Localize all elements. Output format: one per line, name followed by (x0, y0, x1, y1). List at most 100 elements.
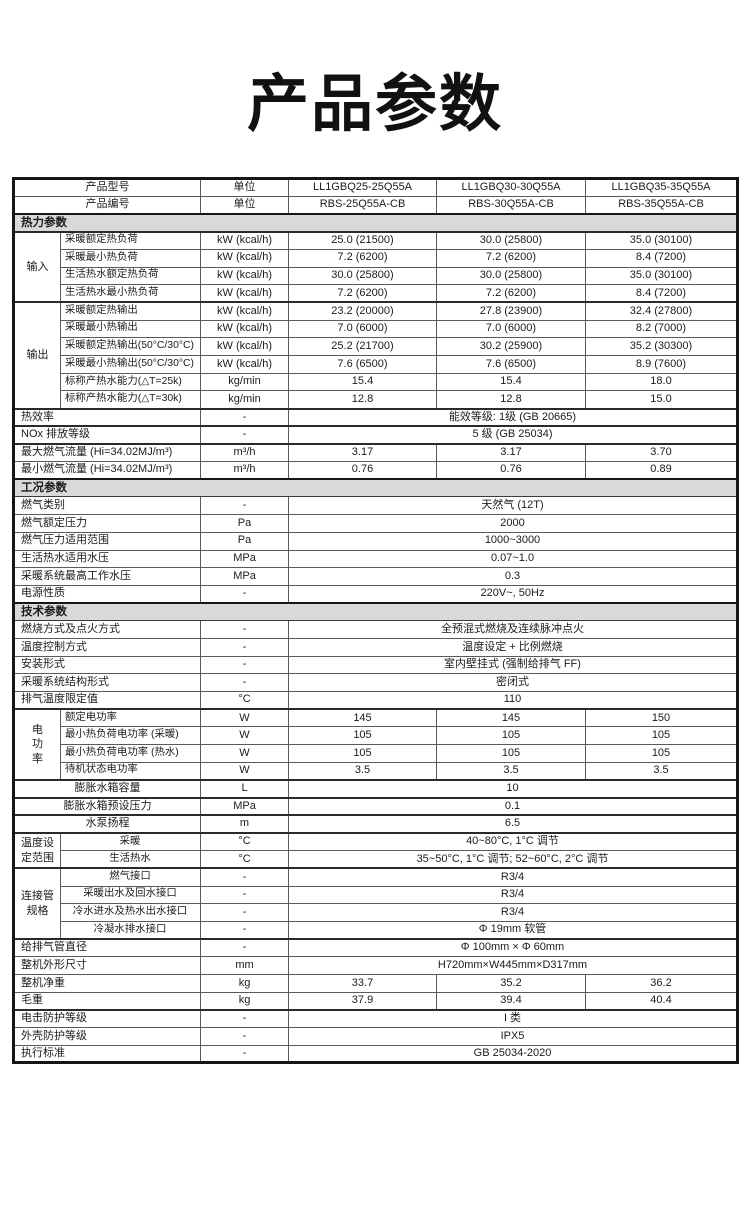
cell-value: 12.8 (436, 390, 586, 410)
section-title: 技术参数 (13, 602, 738, 622)
cell-value: 8.9 (7600) (585, 354, 738, 374)
row-label: NOx 排放等级 (13, 425, 201, 445)
row-label: 冷凝水排水接口 (60, 920, 201, 940)
table-row: 温度设 定范围 采暖 °C 40~80°C, 1°C 调节 (13, 832, 738, 869)
table-row: 燃气类别 - 天然气 (12T) (13, 496, 738, 516)
section-title: 热力参数 (13, 212, 738, 233)
cell-value: 7.6 (6500) (436, 354, 586, 374)
cell-unit: - (200, 920, 289, 940)
table-row: 毛重 kg 37.9 39.4 40.4 (13, 991, 738, 1011)
cell-unit: Pa (200, 514, 289, 533)
cell-value-span: I 类 (288, 1008, 738, 1029)
table-row: 采暖额定热输出(50°C/30°C) kW (kcal/h) 25.2 (21700… (14, 337, 738, 356)
page-title: 产品参数 (246, 70, 503, 139)
cell-value: 30.0 (25800) (436, 266, 586, 286)
cell-unit: kW (kcal/h) (200, 230, 289, 250)
table-row: 膨胀水箱预设压力 MPa 0.1 (13, 796, 738, 816)
cell-value: 23.2 (20000) (288, 301, 437, 321)
cell-unit: - (200, 1008, 289, 1029)
cell-unit: kW (kcal/h) (200, 266, 289, 286)
table-row: 整机净重 kg 33.7 35.2 36.2 (13, 974, 738, 993)
table-row: 标称产热水能力(△T=30k) kg/min 12.8 12.8 15.0 (14, 390, 738, 410)
section-row: 工况参数 (13, 478, 738, 498)
cell-unit: W (200, 761, 289, 781)
cell-value-span: 40~80°C, 1°C 调节 (288, 832, 738, 852)
cell-unit: kW (kcal/h) (200, 301, 289, 321)
row-label: 膨胀水箱预设压力 (13, 796, 201, 816)
cell-unit: mm (200, 956, 289, 976)
row-label: 最小热负荷电功率 (热水) (60, 744, 201, 763)
table-row: 外壳防护等级 - IPX5 (13, 1027, 738, 1046)
row-group-label: 输入 (13, 230, 61, 303)
table-row: 标称产热水能力(△T=25k) kg/min 15.4 15.4 18.0 (14, 372, 738, 392)
cell-unit: - (200, 903, 289, 922)
cell-value: 105 (288, 744, 437, 763)
cell-unit: kW (kcal/h) (200, 248, 289, 268)
cell-unit: W (200, 708, 289, 728)
row-label: 执行标准 (13, 1044, 201, 1064)
row-label: 燃气压力适用范围 (13, 531, 201, 551)
cell-unit: - (200, 655, 289, 675)
cell-unit: MPa (200, 567, 289, 586)
row-label: 采暖 (60, 832, 201, 852)
row-label: 最大燃气流量 (Hi=34.02MJ/m³) (13, 442, 201, 463)
cell-value: 7.2 (6200) (288, 248, 437, 268)
cell-unit: m (200, 814, 289, 834)
cell-value: 0.76 (436, 461, 586, 480)
cell-value-span: 温度设定 + 比例燃烧 (288, 637, 738, 657)
row-label: 热效率 (13, 407, 201, 427)
table-row: 采暖系统结构形式 - 密闭式 (13, 673, 738, 693)
row-label: 毛重 (13, 991, 201, 1011)
row-label: 安装形式 (13, 655, 201, 675)
cell-value-span: 5 级 (GB 25034) (288, 425, 738, 445)
row-label: 生活热水额定热负荷 (60, 266, 201, 286)
cell-value: 15.4 (436, 372, 586, 392)
row-label: 燃气类别 (13, 496, 201, 516)
row-label: 标称产热水能力(△T=25k) (60, 372, 201, 392)
row-label: 整机外形尺寸 (13, 956, 201, 976)
cell-value: 8.4 (7200) (585, 284, 738, 303)
cell-value-span: 6.5 (288, 814, 738, 834)
cell-value: LL1GBQ35-35Q55A (585, 178, 738, 197)
row-label: 燃气接口 (60, 867, 201, 887)
row-label: 采暖最小热负荷 (60, 248, 201, 268)
cell-unit: - (200, 1027, 289, 1046)
table-row: 生活热水最小热负荷 kW (kcal/h) 7.2 (6200) 7.2 (6200)… (14, 284, 738, 303)
cell-value: 8.2 (7000) (585, 319, 738, 339)
cell-value: LL1GBQ25-25Q55A (288, 178, 437, 197)
cell-value: 3.17 (436, 442, 586, 463)
cell-value: 15.0 (585, 390, 738, 410)
cell-value: 32.4 (27800) (585, 301, 738, 321)
section-row: 热力参数 (13, 212, 738, 233)
table-row: 最小热负荷电功率 (热水) W 105 105 105 (14, 744, 738, 763)
row-label: 采暖出水及回水接口 (60, 885, 201, 905)
cell-value: 3.5 (288, 761, 437, 781)
cell-unit: °C (200, 850, 289, 869)
cell-value-span: Φ 19mm 软管 (288, 920, 738, 940)
table-row: 电源性质 -220V~, 50Hz (13, 584, 738, 604)
cell-unit: - (200, 1044, 289, 1064)
cell-unit: kg/min (200, 372, 289, 392)
cell-value: 18.0 (585, 372, 738, 392)
cell-value: RBS-30Q55A-CB (436, 195, 586, 215)
cell-value: 7.0 (6000) (436, 319, 586, 339)
row-label: 燃气额定压力 (13, 514, 201, 533)
cell-value: 105 (585, 726, 738, 746)
table-row: 生活热水 °C 35~50°C, 1°C 调节; 52~60°C, 2°C 调节 (14, 850, 738, 869)
row-label: 采暖最小热输出(50°C/30°C) (60, 354, 201, 374)
row-label: 给排气管直径 (13, 938, 201, 958)
cell-value: 0.89 (585, 461, 738, 480)
cell-value: 39.4 (436, 991, 586, 1011)
row-label: 产品编号 (13, 195, 201, 215)
table-row: 冷水进水及热水出水接口 - R3/4 (14, 903, 738, 922)
row-label: 待机状态电功率 (60, 761, 201, 781)
table-row: 燃气额定压力 Pa 2000 (13, 514, 738, 533)
row-label: 电源性质 (13, 584, 201, 604)
cell-value: 105 (436, 744, 586, 763)
table-row: 生活热水额定热负荷 kW (kcal/h) 30.0 (25800) 30.0 (25… (14, 266, 738, 286)
row-group-label: 连接管 规格 (13, 867, 61, 940)
row-label: 产品型号 (13, 178, 201, 197)
cell-unit: MPa (200, 796, 289, 816)
cell-unit: kg/min (200, 390, 289, 410)
table-row: 水泵扬程 m 6.5 (13, 814, 738, 834)
